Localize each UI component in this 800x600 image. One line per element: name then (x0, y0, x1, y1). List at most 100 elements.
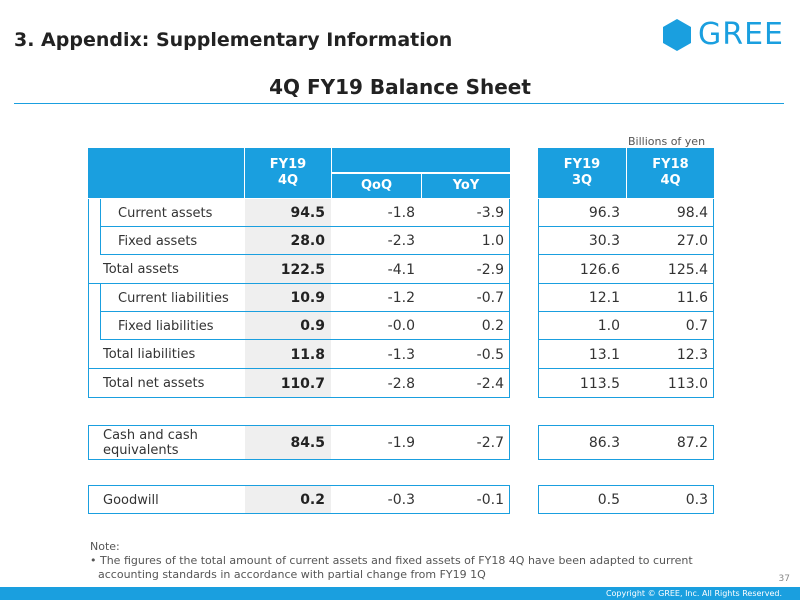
row-divider (538, 425, 714, 426)
value-cell-fy18-4q: 12.3 (676, 346, 708, 363)
header-fy18-4q: FY18 4Q (627, 148, 714, 198)
note-title: Note: (90, 540, 120, 553)
row-label: Fixed liabilities (118, 318, 214, 334)
value-cell-fy18-4q: 98.4 (676, 205, 708, 221)
value-cell-fy19-4q: 0.2 (245, 486, 331, 514)
value-cell-fy19-3q: 13.1 (588, 346, 620, 363)
value-cell-fy19-3q: 1.0 (597, 318, 620, 334)
copyright: Copyright © GREE, Inc. All Rights Reserv… (605, 589, 782, 598)
value-cell-yoy: -3.9 (476, 205, 504, 221)
value-cell-qoq: -1.9 (387, 435, 415, 451)
value-cell-fy19-3q: 126.6 (579, 261, 620, 278)
value-cell-yoy: -0.5 (476, 346, 504, 363)
row-divider (88, 283, 510, 284)
value-cell-yoy: 1.0 (481, 233, 504, 249)
header-fy19-4q-label: FY19 4Q (269, 156, 307, 188)
value-cell-fy18-4q: 0.3 (685, 492, 708, 508)
goodwill-box-left (88, 485, 89, 514)
value-cell-fy19-3q: 12.1 (588, 290, 620, 306)
row-divider (88, 459, 510, 460)
header-fy19-3q-label: FY19 3Q (563, 156, 601, 188)
header-yoy: YoY (422, 173, 510, 198)
row-divider (100, 339, 510, 340)
row-divider (538, 459, 714, 460)
header-fy18-4q-label: FY18 4Q (652, 156, 689, 188)
footer-bar: Copyright © GREE, Inc. All Rights Reserv… (0, 587, 800, 600)
table-right-block-left-border (538, 199, 539, 398)
cash-box-right (509, 425, 510, 460)
value-cell-yoy: -2.4 (476, 375, 504, 392)
value-cell-yoy: -0.1 (476, 492, 504, 508)
row-label: Current liabilities (118, 290, 229, 306)
value-cell-fy19-3q: 86.3 (588, 435, 620, 451)
table-right-border (713, 199, 714, 398)
value-cell-fy19-4q: 122.5 (245, 255, 331, 284)
row-label: Total liabilities (103, 347, 196, 362)
header-label-blank (88, 148, 244, 198)
value-cell-fy19-4q: 10.9 (245, 284, 331, 312)
row-divider (88, 513, 510, 514)
row-label: Total net assets (103, 376, 205, 391)
value-cell-qoq: -0.3 (387, 492, 415, 508)
value-cell-yoy: -0.7 (476, 290, 504, 306)
header-qoq: QoQ (332, 173, 421, 198)
value-cell-fy19-3q: 0.5 (597, 492, 620, 508)
goodwill-box-right (509, 485, 510, 514)
row-divider (88, 425, 510, 426)
goodwill-box-right-right (713, 485, 714, 514)
value-cell-fy18-4q: 0.7 (685, 318, 708, 334)
value-cell-qoq: -1.2 (387, 290, 415, 306)
value-cell-fy18-4q: 87.2 (676, 435, 708, 451)
cash-box-right-left (538, 425, 539, 460)
assets-group-bracket (100, 199, 101, 255)
row-divider (538, 283, 714, 284)
value-cell-fy19-4q: 84.5 (245, 426, 331, 460)
value-cell-fy18-4q: 11.6 (676, 290, 708, 306)
header-change-group (332, 148, 510, 172)
table-block-right-border (509, 199, 510, 398)
value-cell-fy18-4q: 125.4 (667, 261, 708, 278)
logo-text: GREE (698, 17, 785, 52)
value-cell-fy19-4q: 110.7 (245, 369, 331, 398)
page-number: 37 (778, 574, 790, 584)
value-cell-qoq: -1.3 (387, 346, 415, 363)
header-yoy-label: YoY (452, 177, 480, 193)
value-cell-fy19-4q: 28.0 (245, 227, 331, 255)
value-cell-fy19-3q: 30.3 (588, 233, 620, 249)
row-divider (538, 397, 714, 398)
unit-label: Billions of yen (628, 135, 706, 148)
title-divider (14, 103, 784, 104)
value-cell-yoy: -2.7 (476, 435, 504, 451)
header-fy19-3q: FY19 3Q (538, 148, 626, 198)
cash-box-right-right (713, 425, 714, 460)
table-left-border (88, 199, 89, 398)
value-cell-qoq: -0.0 (387, 318, 415, 334)
cash-box-left (88, 425, 89, 460)
value-cell-qoq: -4.1 (387, 261, 415, 278)
header-qoq-label: QoQ (360, 177, 393, 193)
row-label: Fixed assets (118, 233, 198, 249)
row-divider (538, 254, 714, 255)
row-label: Goodwill (103, 492, 159, 508)
value-cell-yoy: -2.9 (476, 261, 504, 278)
row-divider (538, 368, 714, 369)
row-divider (538, 485, 714, 486)
row-label: Total assets (103, 262, 179, 277)
row-divider (100, 254, 510, 255)
row-divider (100, 311, 510, 312)
value-cell-fy19-4q: 94.5 (245, 199, 331, 227)
note: Note: • The figures of the total amount … (90, 540, 720, 582)
value-cell-fy19-4q: 11.8 (245, 340, 331, 369)
row-divider (88, 368, 510, 369)
section-title: 3. Appendix: Supplementary Information (14, 29, 453, 51)
row-label: Cash and cash equivalents (103, 428, 198, 458)
row-divider (538, 513, 714, 514)
value-cell-yoy: 0.2 (481, 318, 504, 334)
row-divider (88, 485, 510, 486)
row-divider (100, 226, 510, 227)
gree-logo: GREE (660, 18, 784, 52)
goodwill-box-right-left (538, 485, 539, 514)
header-fy19-4q: FY19 4Q (245, 148, 331, 198)
row-divider (538, 311, 714, 312)
row-divider (538, 339, 714, 340)
